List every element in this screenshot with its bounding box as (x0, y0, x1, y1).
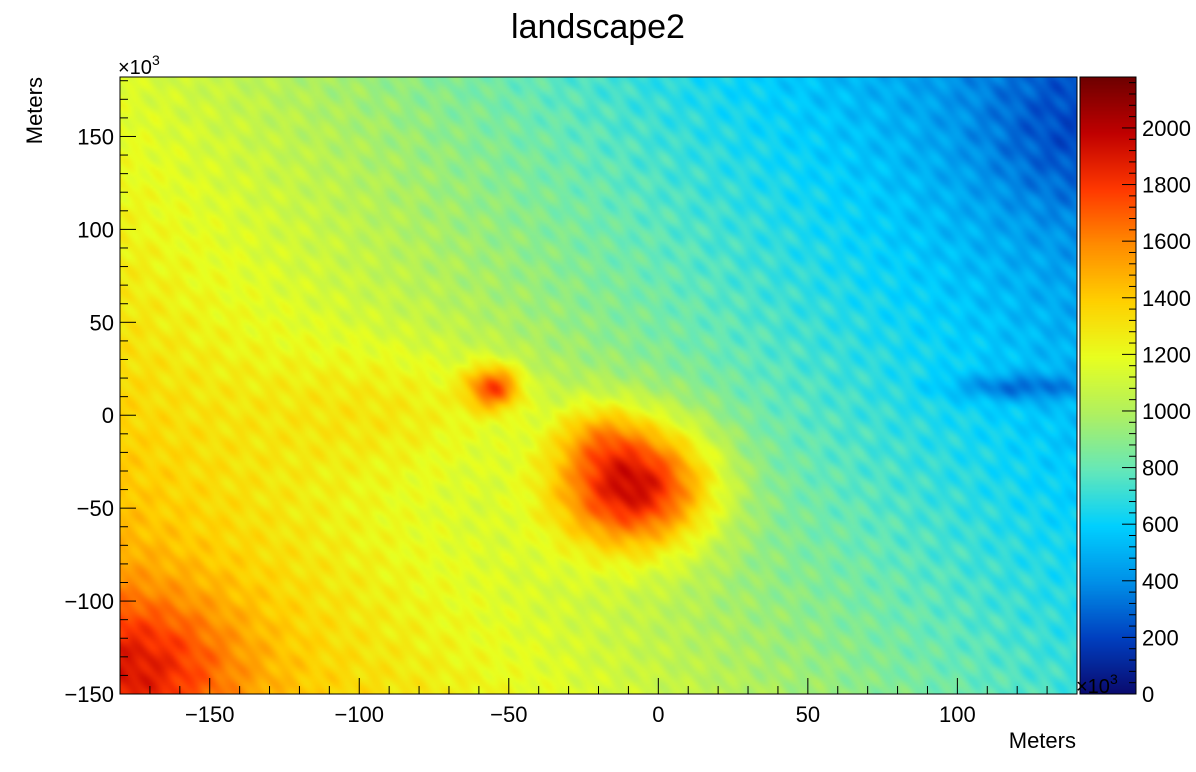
z-tick-label: 400 (1142, 569, 1179, 594)
z-tick-label: 1400 (1142, 286, 1191, 311)
color-palette (1080, 77, 1136, 694)
plot-frame (119, 76, 1137, 695)
x-tick-label: −100 (334, 702, 384, 727)
y-tick-label: 0 (102, 403, 114, 428)
z-tick-label: 1800 (1142, 173, 1191, 198)
y-tick-label: −150 (64, 682, 114, 707)
chart-title: landscape2 (511, 8, 685, 46)
y-axis-label: Meters (22, 77, 47, 144)
z-tick-label: 0 (1142, 682, 1154, 707)
x-axis-ticks: −150 −100 −50 0 50 100 (119, 678, 1078, 727)
palette-border (1079, 76, 1137, 695)
y-axis-multiplier: ×103 (118, 52, 160, 79)
z-tick-label: 600 (1142, 512, 1179, 537)
z-tick-label: 1600 (1142, 229, 1191, 254)
x-tick-label: 50 (796, 702, 820, 727)
x-tick-label: −50 (490, 702, 527, 727)
plot-area-border (119, 76, 1078, 695)
x-axis-label: Meters (1009, 728, 1076, 753)
y-tick-label: −50 (77, 496, 114, 521)
z-tick-label: 200 (1142, 625, 1179, 650)
y-tick-label: 50 (90, 310, 114, 335)
z-axis-ticks: 0 200 400 600 800 1000 1200 1400 1600 1800 2000 (1122, 82, 1191, 707)
y-axis-ticks: −150 −100 −50 0 50 100 150 (64, 80, 136, 707)
z-tick-label: 1200 (1142, 342, 1191, 367)
y-tick-label: −100 (64, 589, 114, 614)
x-tick-label: −150 (185, 702, 235, 727)
x-tick-label: 0 (652, 702, 664, 727)
y-tick-label: 100 (77, 217, 114, 242)
z-axis-multiplier: ×103 (1076, 671, 1118, 698)
y-tick-label: 150 (77, 124, 114, 149)
x-tick-label: 100 (939, 702, 976, 727)
z-tick-label: 2000 (1142, 116, 1191, 141)
z-tick-label: 1000 (1142, 399, 1191, 424)
z-tick-label: 800 (1142, 456, 1179, 481)
heatmap-image (120, 77, 1077, 694)
